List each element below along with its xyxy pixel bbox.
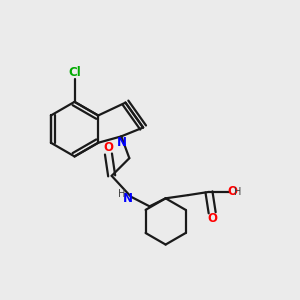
- Text: N: N: [117, 136, 127, 149]
- Text: H: H: [118, 188, 126, 199]
- Text: O: O: [207, 212, 217, 225]
- Text: H: H: [234, 187, 242, 197]
- Text: Cl: Cl: [68, 66, 81, 80]
- Text: O: O: [227, 185, 237, 198]
- Text: N: N: [123, 192, 134, 205]
- Text: O: O: [103, 141, 113, 154]
